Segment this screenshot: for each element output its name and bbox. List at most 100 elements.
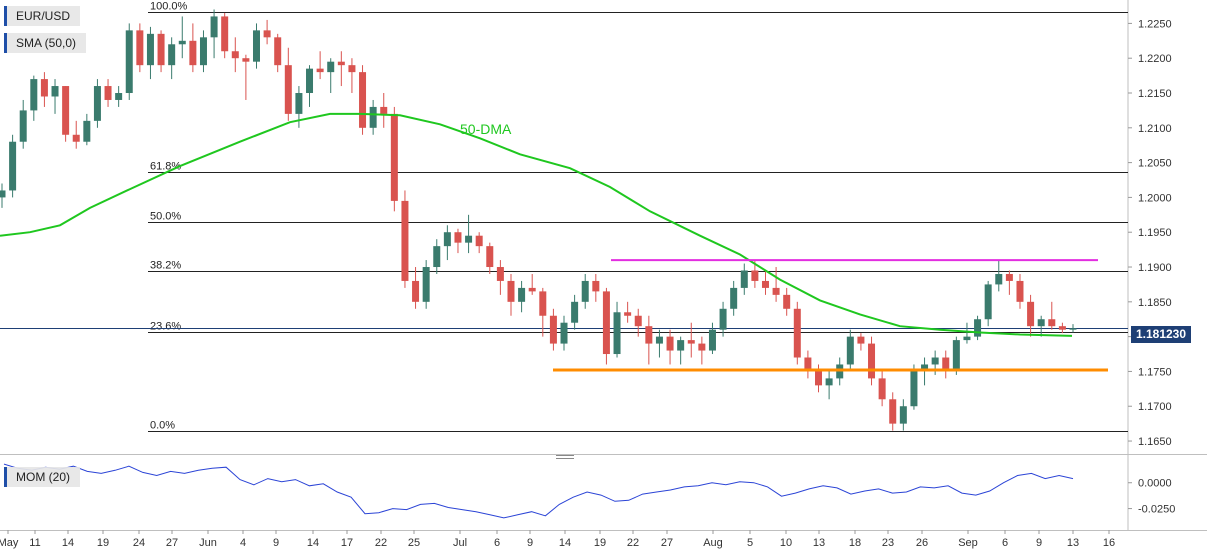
fib-level-label: 100.0% <box>150 1 188 13</box>
candle-body <box>815 371 823 386</box>
candlestick <box>19 99 27 149</box>
candle-body <box>1048 319 1056 327</box>
candlestick <box>62 86 70 142</box>
candle-body <box>359 72 367 128</box>
candle-body <box>9 141 17 191</box>
candle-body <box>93 86 101 121</box>
candlestick <box>454 228 462 254</box>
x-tick-label: 13 <box>813 537 825 549</box>
symbol-label-box[interactable]: EUR/USD <box>4 6 81 26</box>
candle-body <box>857 336 865 344</box>
x-tick-label: May <box>0 537 19 549</box>
candle-body <box>634 315 642 327</box>
candlestick <box>507 273 515 316</box>
candlestick <box>284 47 292 121</box>
candlestick <box>581 273 589 309</box>
candle-body <box>846 336 854 365</box>
x-tick-label: 16 <box>1103 537 1115 549</box>
candle-body <box>274 37 282 66</box>
candle-body <box>910 371 918 407</box>
candlestick <box>242 54 250 100</box>
candle-body <box>719 308 727 330</box>
y-tick-label: 1.1700 <box>1138 401 1172 413</box>
candlestick <box>168 37 176 80</box>
sma-legend-box[interactable]: SMA (50,0) <box>4 33 87 53</box>
candle-body <box>804 357 812 372</box>
candlestick <box>189 23 197 73</box>
current-price-tag: 1.181230 <box>1131 326 1191 343</box>
candle-body <box>433 246 441 268</box>
candle-body <box>793 308 801 358</box>
x-tick-label: Sep <box>958 537 978 549</box>
candle-body <box>921 364 929 372</box>
x-tick-label: 19 <box>594 537 606 549</box>
candle-body <box>465 235 473 243</box>
candle-body <box>0 190 6 198</box>
fib-level-label: 61.8% <box>150 161 181 173</box>
candlestick <box>199 30 207 73</box>
candle-body <box>1005 273 1013 281</box>
candle-body <box>825 378 833 386</box>
candle-body <box>560 322 568 344</box>
candle-body <box>974 319 982 337</box>
x-tick-label: 22 <box>627 537 639 549</box>
y-tick-label: 1.2050 <box>1138 158 1172 170</box>
candlestick <box>698 336 706 365</box>
momentum-legend-box[interactable]: MOM (20) <box>4 467 80 487</box>
x-tick-label: 14 <box>559 537 571 549</box>
candlestick <box>433 239 441 274</box>
candle-body <box>931 357 939 365</box>
y-tick-label: 1.1750 <box>1138 366 1172 378</box>
momentum-line <box>3 463 1074 519</box>
candlestick <box>804 350 812 379</box>
candlestick <box>125 23 133 100</box>
candle-body <box>708 329 716 351</box>
candlestick <box>0 183 6 208</box>
candle-body <box>146 33 154 66</box>
candle-body <box>751 270 759 281</box>
candle-body <box>698 343 706 351</box>
x-tick-label: 26 <box>916 537 928 549</box>
candle-body <box>624 312 632 316</box>
candlestick <box>1058 322 1066 334</box>
candlestick <box>443 225 451 261</box>
candlestick <box>708 322 716 355</box>
candlestick <box>496 260 504 295</box>
candlestick <box>868 336 876 386</box>
candle-body <box>242 58 250 62</box>
candlestick <box>1016 273 1024 309</box>
candle-body <box>549 315 557 344</box>
candlestick <box>952 336 960 375</box>
candlestick <box>359 65 367 135</box>
candle-body <box>730 287 738 309</box>
sma-legend-label: SMA (50,0) <box>16 36 77 50</box>
candlestick <box>465 214 473 254</box>
candlestick <box>740 263 748 295</box>
candlestick <box>83 113 91 146</box>
x-tick-label: 5 <box>747 537 753 549</box>
candlestick <box>878 371 886 407</box>
x-tick-label: 9 <box>273 537 279 549</box>
candlestick <box>613 301 621 358</box>
candle-body <box>783 294 791 309</box>
candlestick <box>571 294 579 330</box>
candle-body <box>390 113 398 201</box>
candlestick <box>687 322 695 358</box>
candle-body <box>454 232 462 243</box>
candle-body <box>984 284 992 320</box>
candle-body <box>104 86 112 100</box>
candlestick <box>1037 315 1045 337</box>
x-tick-label: 9 <box>527 537 533 549</box>
candle-body <box>83 120 91 142</box>
y-tick-label: 1.2250 <box>1138 18 1172 30</box>
candlestick <box>846 329 854 372</box>
x-tick-label: Jul <box>453 537 467 549</box>
candle-body <box>899 406 907 424</box>
candle-body <box>422 267 430 302</box>
candlestick <box>178 16 186 59</box>
candlestick <box>104 79 112 107</box>
x-tick-label: 14 <box>62 537 74 549</box>
candle-body <box>369 106 377 128</box>
candlestick <box>560 315 568 351</box>
